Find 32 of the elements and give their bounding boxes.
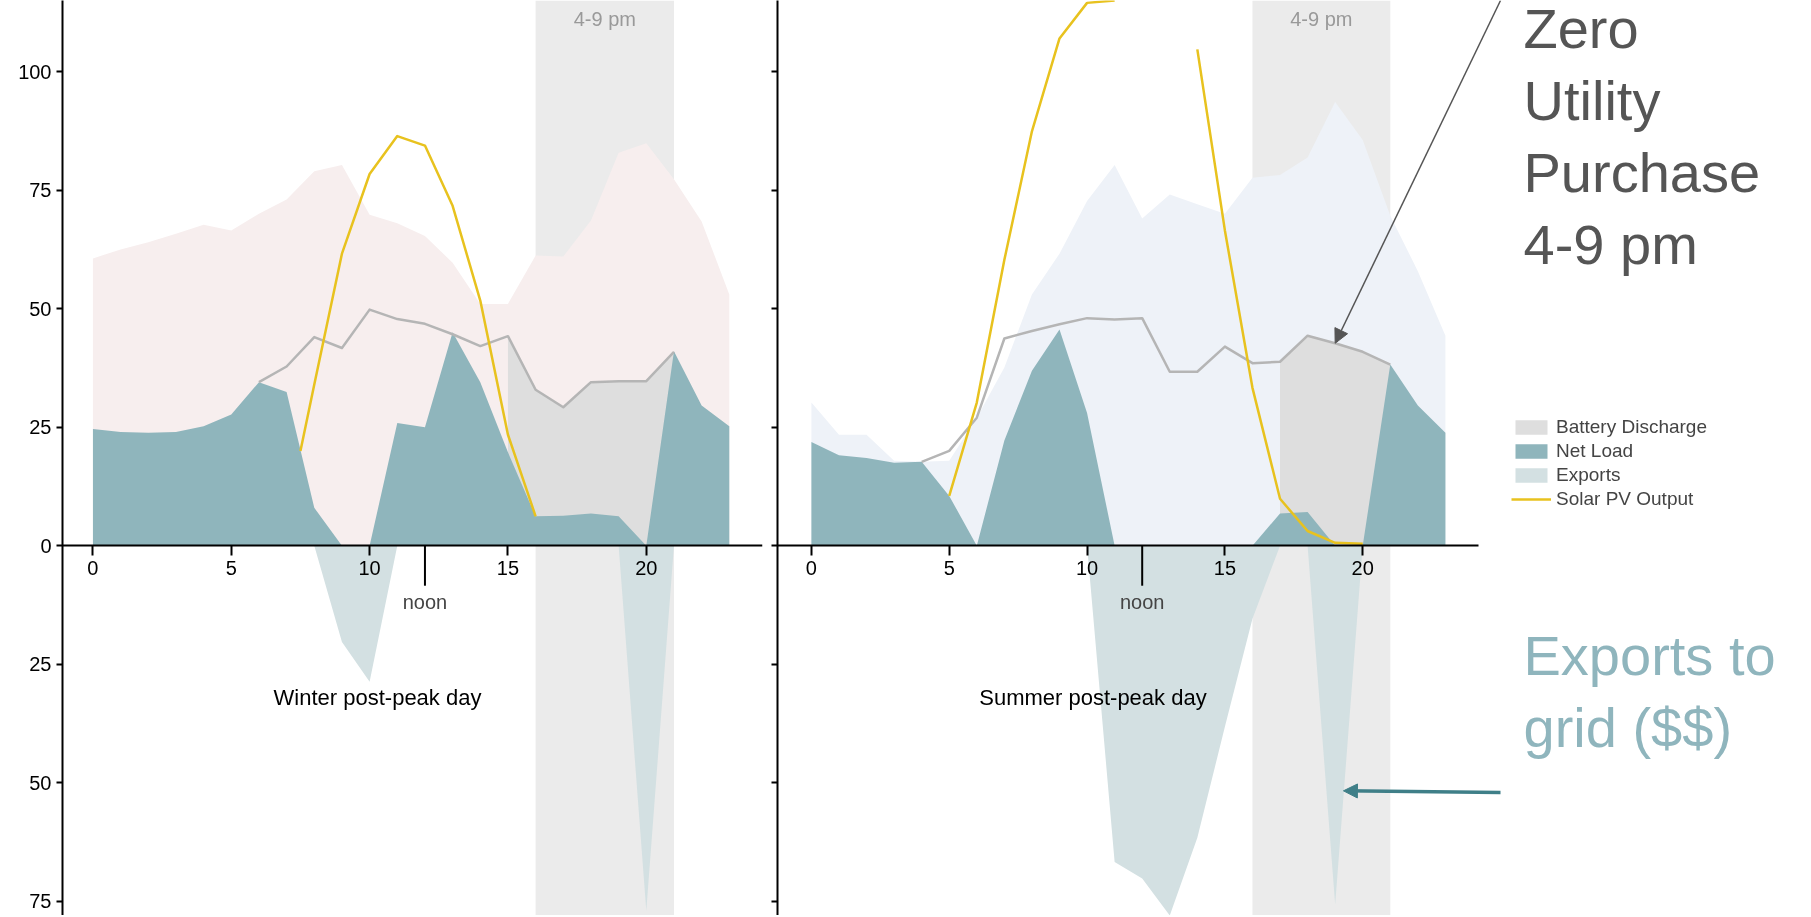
y-tick-label: 25 — [29, 416, 52, 439]
legend-label: Net Load — [1556, 440, 1634, 462]
y-tick-label: 25 — [29, 653, 52, 676]
text: Summer post-peak day — [979, 685, 1207, 710]
x-tick-label: 15 — [1213, 556, 1237, 579]
annotation: noon — [402, 590, 448, 613]
y-tick-label: 75 — [29, 179, 52, 202]
x-tick-label: 0 — [87, 556, 99, 579]
x-tick-label: 10 — [1075, 556, 1099, 579]
y-tick-label: 100 — [18, 60, 52, 83]
y-tick-label: 50 — [29, 297, 52, 320]
annotation: Exports to grid ($$) — [1523, 624, 1776, 759]
line-series — [299, 134, 537, 518]
legend-label: Solar PV Output — [1556, 488, 1694, 510]
x-tick-label: 10 — [358, 556, 381, 579]
x-tick-label: 0 — [805, 556, 817, 579]
line-series — [257, 308, 676, 409]
band-label: 4-9 pm — [573, 7, 636, 30]
y-tick-label: 75 — [29, 890, 52, 913]
band-label: 4-9 pm — [1290, 7, 1353, 30]
legend-label: Exports — [1556, 464, 1621, 486]
legend-label: Battery Discharge — [1556, 416, 1708, 438]
x-tick-label: 15 — [496, 556, 520, 579]
x-tick-label: 5 — [225, 556, 237, 579]
y-tick-label: 50 — [29, 771, 52, 794]
annotation: Zero Utility Purchase 4-9 pm — [1523, 0, 1761, 276]
y-tick-label: 0 — [40, 534, 52, 557]
text: Winter post-peak day — [273, 685, 482, 710]
annotation: noon — [1119, 590, 1165, 613]
x-tick-label: 5 — [943, 556, 955, 579]
x-tick-label: 20 — [1351, 556, 1374, 579]
x-tick-label: 20 — [635, 556, 658, 579]
